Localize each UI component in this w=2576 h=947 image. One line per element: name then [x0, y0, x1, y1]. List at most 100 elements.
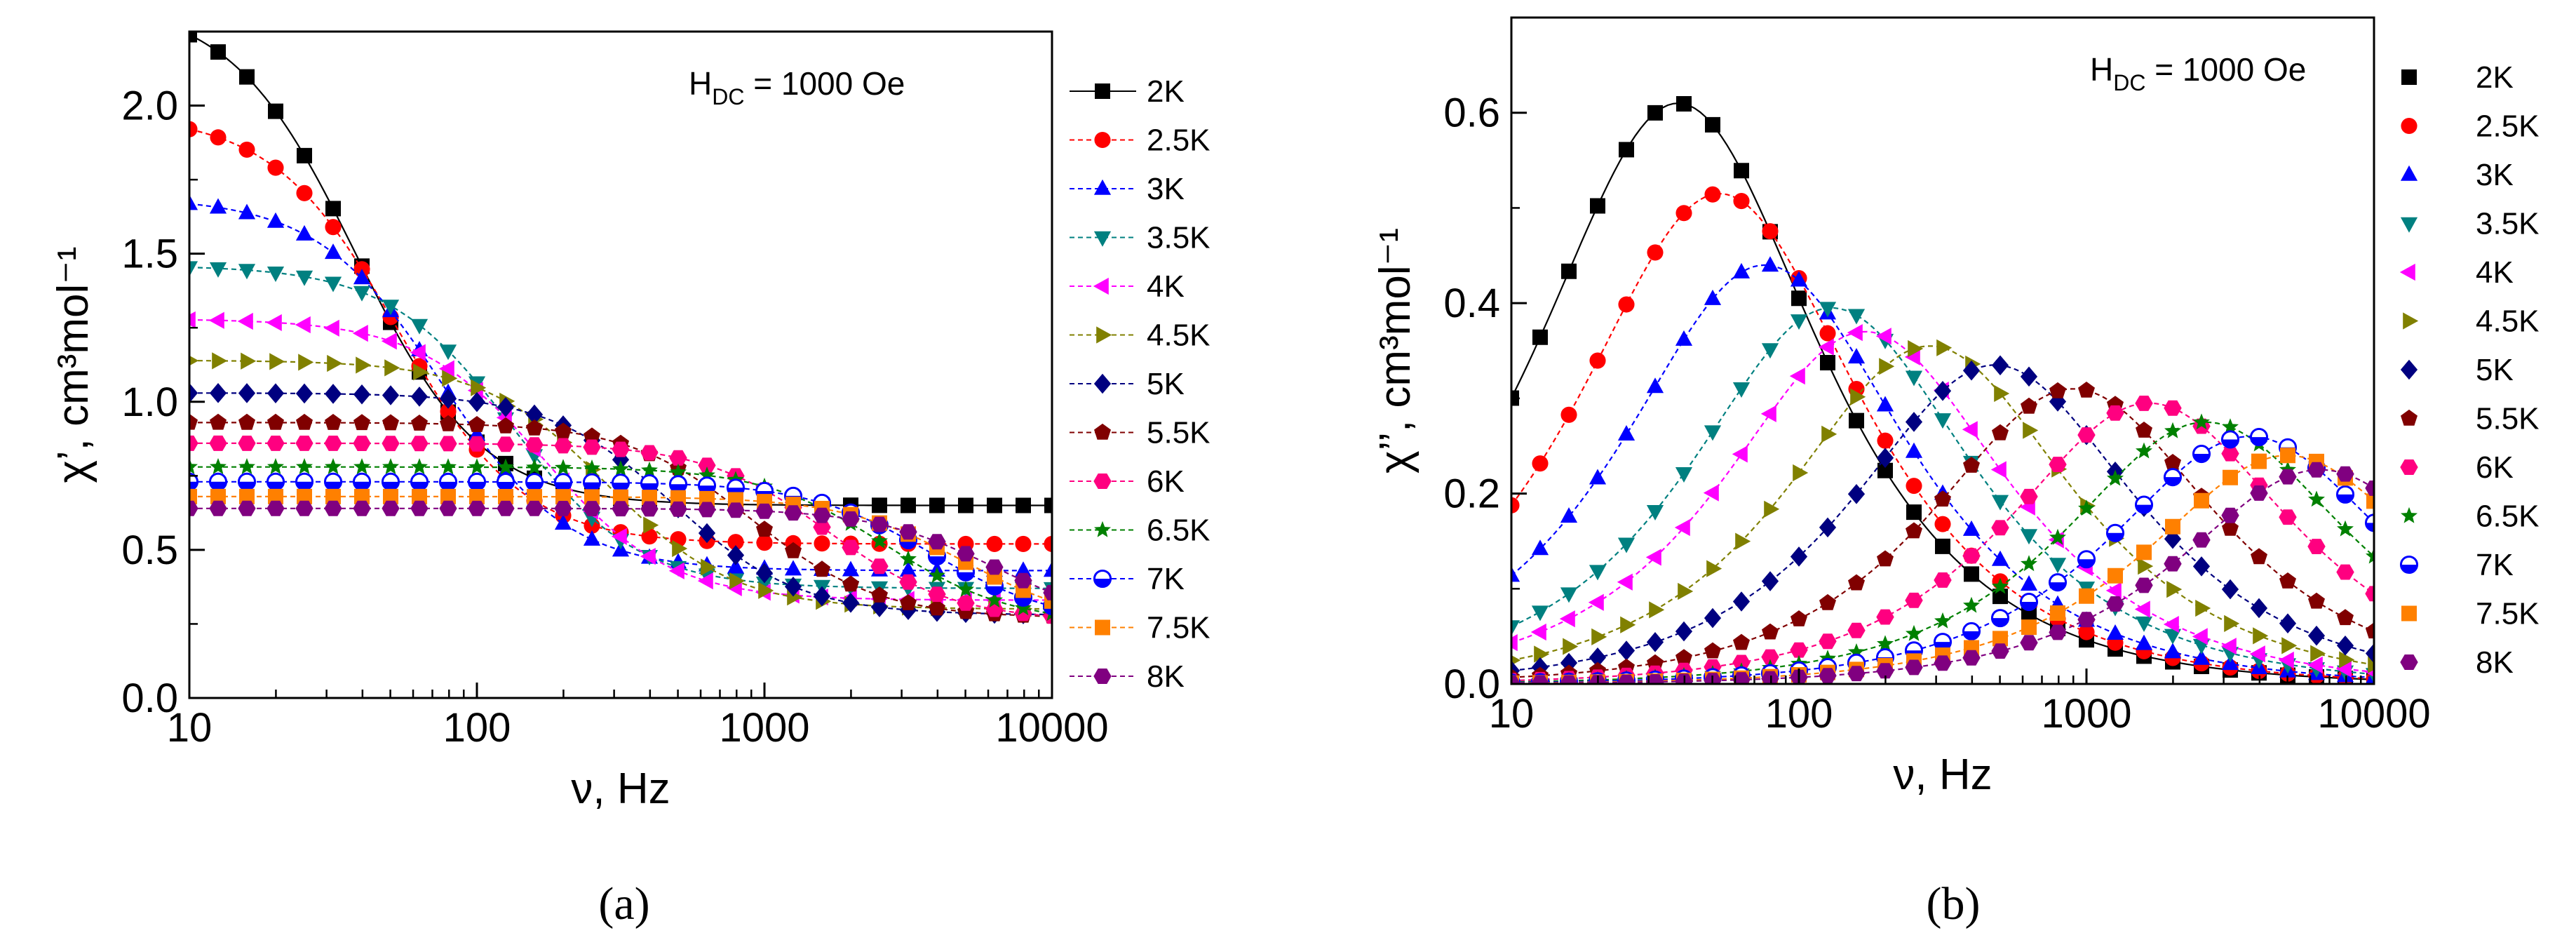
data-point-6K-29	[2336, 564, 2354, 580]
data-point-7K-6	[352, 472, 372, 491]
data-point-6K-5	[324, 436, 342, 451]
data-point-4.5K-0	[1511, 654, 1521, 666]
data-point-7K-5	[323, 472, 343, 491]
data-point-8K-25	[899, 524, 917, 540]
data-point-7.5K-30	[2366, 493, 2374, 509]
data-point-3K-21	[2106, 624, 2124, 640]
data-point-7.5K-23	[2165, 518, 2180, 535]
data-point-5K-8	[1732, 591, 1751, 612]
data-point-8K-18	[2020, 635, 2038, 651]
data-point-8K-12	[525, 500, 544, 516]
data-point-5.5K-7	[1704, 642, 1721, 659]
data-point-4.5K-8	[1735, 532, 1751, 550]
data-point-4K-4	[1617, 573, 1633, 591]
data-point-3.5K-9	[1761, 343, 1779, 359]
data-point-6.5K-3	[267, 458, 284, 474]
y-tick-label: 0.5	[121, 528, 178, 573]
data-point-3.5K-6	[353, 286, 371, 302]
data-point-3K-25	[899, 560, 917, 577]
data-point-7K-21-fill	[2107, 532, 2124, 542]
data-point-5.5K-0	[189, 413, 198, 430]
data-point-6.5K-24	[871, 532, 888, 549]
data-point-8K-23	[842, 511, 860, 527]
data-point-6K-23	[842, 539, 860, 556]
data-point-3.5K-0	[1511, 620, 1520, 636]
data-point-7.5K-14	[584, 489, 600, 505]
data-point-4.5K-8	[413, 363, 429, 381]
data-point-7K-17	[1990, 609, 2010, 628]
data-point-2.5K-0	[189, 121, 198, 137]
data-point-2K-6	[1676, 96, 1692, 112]
data-point-5K-3	[267, 383, 285, 403]
data-point-6K-6	[353, 436, 371, 451]
data-point-4.5K-13	[1879, 358, 1895, 375]
data-point-6K-18	[2020, 488, 2038, 504]
y-tick-label: 0.4	[1443, 281, 1500, 326]
data-point-5K-19	[2049, 391, 2067, 412]
data-point-8K-27	[957, 546, 975, 562]
data-point-2K-15	[1935, 538, 1950, 554]
legend: 2K 2.5K 3K 3.5K 4K 4.5K 5K 5.5K 6K 6.5K 7K 7.5K 8K	[2399, 60, 2540, 680]
data-point-5K-6	[1675, 621, 1693, 642]
data-point-4.5K-17	[1994, 384, 2010, 403]
legend-marker-5.5K	[1094, 423, 1111, 440]
data-point-2.5K-4	[296, 184, 313, 201]
data-point-8K-7	[382, 500, 400, 516]
data-point-2.5K-2	[238, 141, 255, 158]
legend-marker-6.5K	[1094, 520, 1111, 537]
data-point-3K-2	[1560, 507, 1578, 523]
data-point-2.5K-6	[1675, 205, 1692, 222]
data-point-4K-7	[381, 333, 397, 350]
data-point-8K-3	[267, 500, 285, 516]
data-point-3.5K-1	[1531, 605, 1549, 622]
field-annotation: HDC = 1000 Oe	[689, 65, 905, 109]
data-point-5K-4	[1617, 640, 1636, 661]
data-point-8K-16	[640, 501, 659, 517]
data-point-5.5K-23	[2164, 454, 2181, 470]
data-point-6.5K-13	[555, 459, 572, 476]
data-point-2K-10	[1791, 290, 1807, 307]
chart-panel-b: 10 100 1000 10000 0.0 0.2 0.4 0.6 ν, Hz χ’’, cm³m…	[1371, 16, 2540, 929]
data-point-2.5K-2	[1560, 406, 1577, 423]
data-point-3K-23	[842, 560, 860, 577]
data-point-2K-24	[872, 497, 887, 513]
data-point-7.5K-13	[555, 489, 571, 505]
data-point-8K-19	[2049, 624, 2067, 640]
legend-marker-6K	[2400, 459, 2418, 475]
x-axis-label: ν, Hz	[571, 765, 670, 813]
data-point-5.5K-13	[555, 422, 572, 439]
data-point-5.5K-2	[238, 413, 255, 430]
data-point-7.5K-24	[2194, 492, 2209, 509]
data-point-7K-2-fill	[238, 481, 255, 490]
data-point-7K-26	[2249, 428, 2269, 447]
data-point-7.5K-10	[469, 488, 485, 504]
data-point-7K-16	[1962, 622, 1981, 640]
data-point-2K-3	[1590, 198, 1605, 214]
data-point-8K-22	[813, 507, 831, 523]
data-point-6.5K-4	[296, 458, 313, 474]
data-point-3.5K-11	[1819, 302, 1837, 318]
data-point-4K-3	[266, 314, 282, 332]
data-point-4.5K-10	[1793, 464, 1809, 482]
legend-label-7.5K: 7.5K	[1147, 611, 1211, 645]
data-point-6K-10	[468, 436, 486, 452]
data-point-5K-9	[1761, 571, 1779, 591]
data-point-3K-9	[1761, 256, 1779, 272]
data-point-7K-4	[295, 472, 314, 491]
data-point-4.5K-27	[2281, 637, 2298, 654]
data-point-8K-26	[928, 534, 946, 550]
legend-label-3.5K: 3.5K	[1147, 221, 1211, 255]
data-point-3K-1	[1531, 539, 1549, 556]
data-point-5K-15	[1934, 380, 1952, 401]
data-point-7.5K-17	[1992, 631, 2008, 647]
data-point-4.5K-29	[2339, 651, 2355, 669]
data-point-5.5K-20	[2078, 382, 2095, 398]
data-point-2K-8	[1734, 163, 1749, 179]
data-point-6.5K-25	[900, 550, 917, 567]
data-point-4.5K-4	[298, 354, 314, 371]
data-point-6.5K-15	[612, 460, 629, 476]
data-point-4K-1	[1530, 623, 1546, 641]
data-point-3K-12	[1847, 348, 1866, 364]
data-point-7.5K-8	[412, 488, 427, 504]
data-point-8K-26	[2250, 485, 2268, 501]
